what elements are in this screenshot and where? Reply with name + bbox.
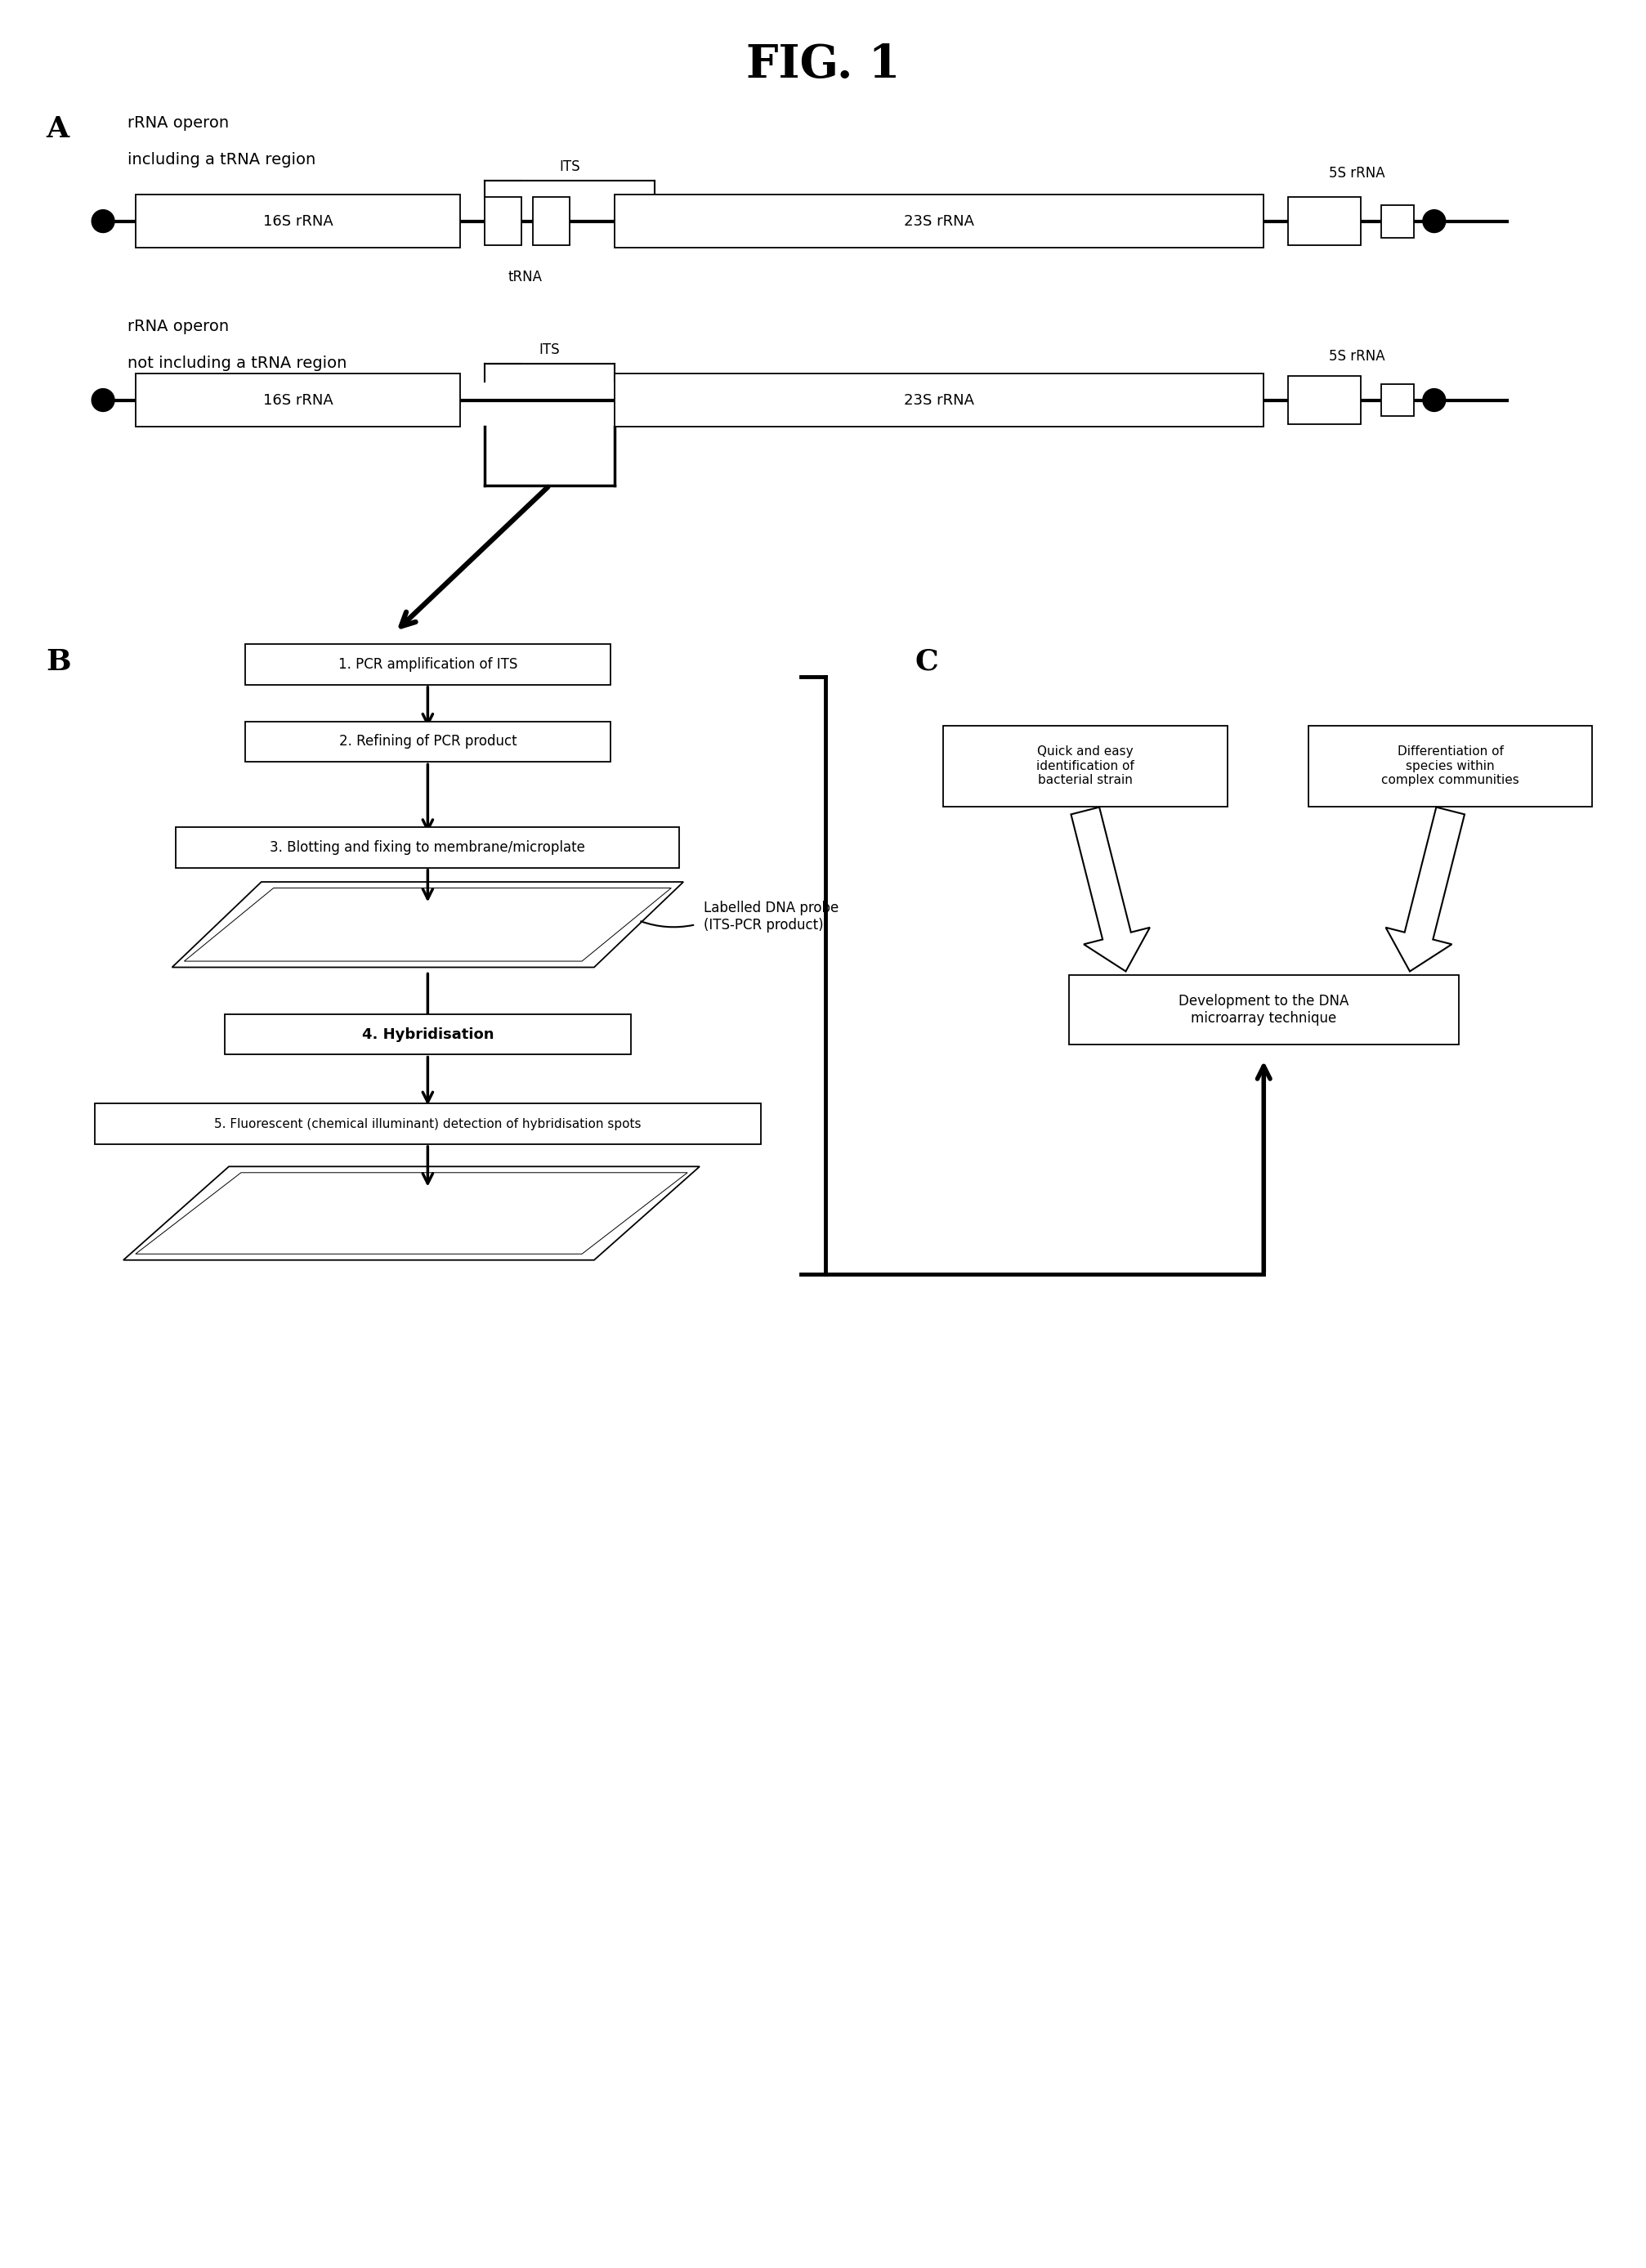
Text: rRNA operon: rRNA operon	[127, 116, 229, 132]
Text: ITS: ITS	[538, 342, 560, 356]
Text: not including a tRNA region: not including a tRNA region	[127, 356, 347, 372]
Circle shape	[1422, 388, 1445, 411]
Polygon shape	[1384, 807, 1463, 971]
Text: ITS: ITS	[560, 159, 579, 175]
Bar	[533, 197, 570, 245]
Bar	[614, 195, 1262, 247]
Bar	[135, 374, 459, 426]
Bar	[135, 195, 459, 247]
Text: 16S rRNA: 16S rRNA	[263, 213, 332, 229]
Text: FIG. 1: FIG. 1	[746, 43, 899, 86]
Circle shape	[1422, 211, 1445, 234]
Text: Differentiation of
species within
complex communities: Differentiation of species within comple…	[1381, 746, 1519, 787]
Bar	[176, 828, 680, 869]
Bar	[245, 721, 611, 762]
Bar	[226, 1014, 630, 1055]
Bar	[245, 644, 611, 685]
Bar	[1068, 975, 1458, 1046]
Text: 4. Hybridisation: 4. Hybridisation	[362, 1027, 494, 1041]
Polygon shape	[1070, 807, 1149, 971]
Bar	[1287, 376, 1361, 424]
Circle shape	[92, 388, 114, 411]
Bar	[1381, 383, 1414, 417]
Text: C: C	[914, 649, 938, 676]
Text: 16S rRNA: 16S rRNA	[263, 392, 332, 408]
Text: 5S rRNA: 5S rRNA	[1328, 349, 1384, 363]
Text: 2. Refining of PCR product: 2. Refining of PCR product	[339, 735, 517, 748]
Text: A: A	[46, 116, 69, 143]
Polygon shape	[171, 882, 683, 966]
Text: 3. Blotting and fixing to membrane/microplate: 3. Blotting and fixing to membrane/micro…	[270, 839, 584, 855]
Text: B: B	[46, 649, 71, 676]
Text: 23S rRNA: 23S rRNA	[904, 213, 974, 229]
Text: including a tRNA region: including a tRNA region	[127, 152, 316, 168]
Bar	[1381, 204, 1414, 238]
Text: 1. PCR amplification of ITS: 1. PCR amplification of ITS	[337, 658, 517, 671]
Bar	[1307, 726, 1592, 807]
Bar	[943, 726, 1226, 807]
Polygon shape	[123, 1166, 700, 1261]
Text: 5. Fluorescent (chemical illuminant) detection of hybridisation spots: 5. Fluorescent (chemical illuminant) det…	[214, 1118, 640, 1129]
Text: 5S rRNA: 5S rRNA	[1328, 166, 1384, 181]
Text: Labelled DNA probe
(ITS-PCR product): Labelled DNA probe (ITS-PCR product)	[703, 900, 838, 932]
Text: Quick and easy
identification of
bacterial strain: Quick and easy identification of bacteri…	[1035, 746, 1134, 787]
Bar	[484, 197, 520, 245]
Bar	[614, 374, 1262, 426]
Text: Development to the DNA
microarray technique: Development to the DNA microarray techni…	[1179, 993, 1348, 1025]
Circle shape	[92, 211, 114, 234]
Bar	[95, 1105, 760, 1143]
Text: rRNA operon: rRNA operon	[127, 320, 229, 333]
Bar	[1287, 197, 1361, 245]
Text: 23S rRNA: 23S rRNA	[904, 392, 974, 408]
Text: tRNA: tRNA	[507, 270, 542, 286]
